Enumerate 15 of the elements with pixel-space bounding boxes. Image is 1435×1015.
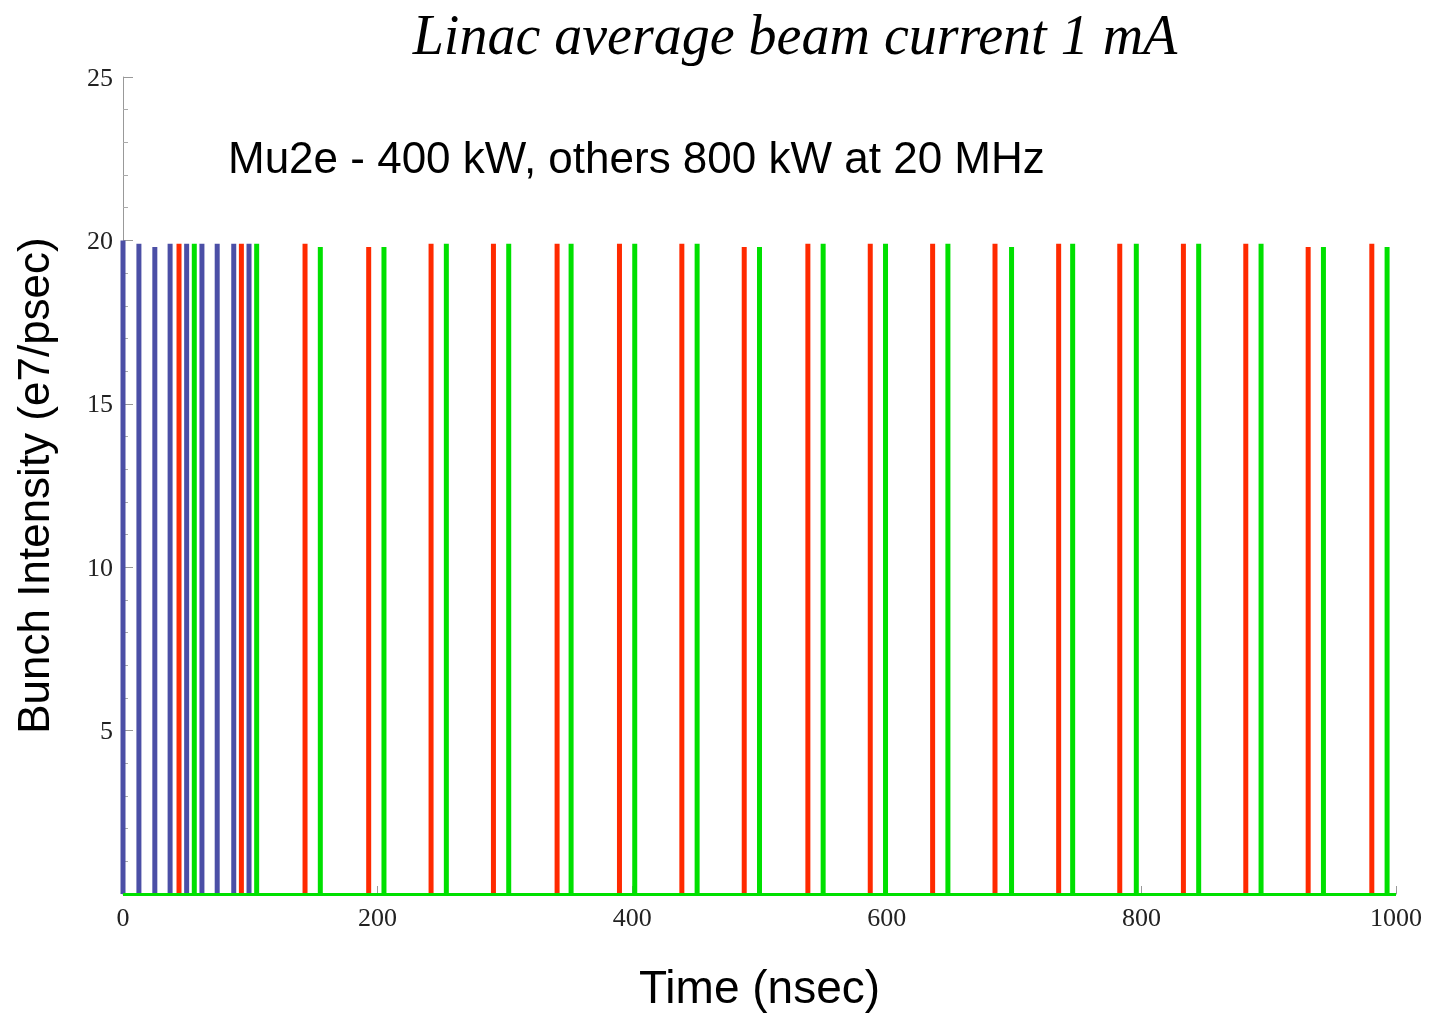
x-tick-label: 400 <box>612 902 652 932</box>
y-tick-label: 15 <box>87 389 113 419</box>
chart-title: Linac average beam current 1 mA <box>411 4 1179 66</box>
x-axis-title: Time (nsec) <box>638 961 881 1013</box>
y-tick-label: 25 <box>87 62 113 92</box>
x-tick-label: 200 <box>358 902 398 932</box>
y-tick-label: 5 <box>100 716 113 746</box>
annotation: Mu2e - 400 kW, others 800 kW at 20 MHz <box>228 132 1045 182</box>
x-tick-label: 0 <box>116 902 130 932</box>
x-tick-label: 800 <box>1121 902 1161 932</box>
y-tick-label: 10 <box>87 552 113 582</box>
y-tick-label: 20 <box>87 225 113 255</box>
x-tick-label: 1000 <box>1370 902 1422 932</box>
x-tick-label: 600 <box>867 902 907 932</box>
y-axis-title: Bunch Intensity (e7/psec) <box>8 237 58 734</box>
